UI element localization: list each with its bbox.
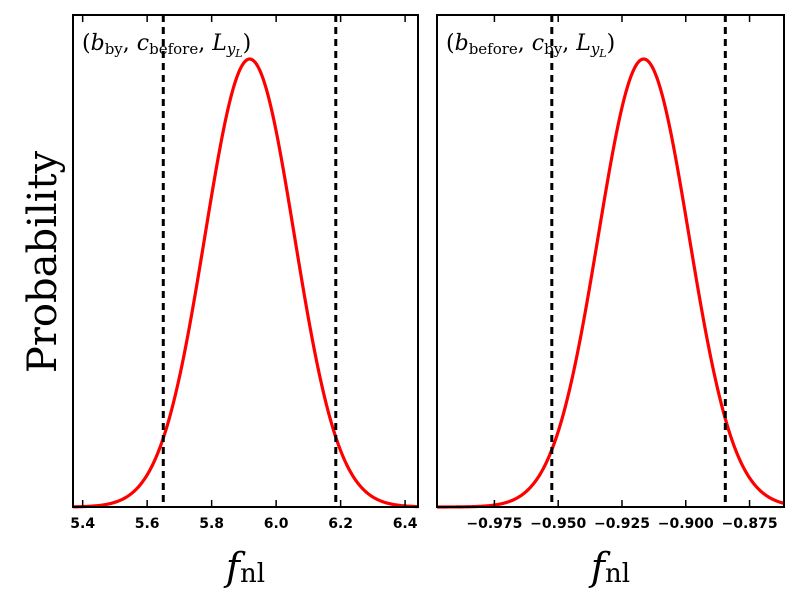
x-tick-label: 5.6	[135, 516, 160, 532]
x-axis-label: fnl	[588, 545, 630, 589]
x-tick-label: 5.4	[70, 516, 95, 532]
x-axis-label: fnl	[223, 545, 265, 589]
x-tick-label: 5.8	[199, 516, 224, 532]
y-axis-label: Probability	[20, 150, 66, 373]
plot-frame	[436, 14, 785, 508]
panel-annotation: (bby, cbefore, LyL)	[82, 31, 251, 60]
x-tick-label: −0.925	[594, 516, 650, 532]
plot-frame	[72, 14, 419, 508]
x-tick-label: 6.4	[393, 516, 418, 532]
posterior-curve	[436, 57, 785, 509]
x-tick-label: 6.0	[264, 516, 289, 532]
panel-annotation: (bbefore, cby, LyL)	[446, 31, 615, 60]
x-tick-label: −0.950	[530, 516, 586, 532]
x-tick-label: −0.975	[466, 516, 522, 532]
right-panel: −0.975 −0.950 −0.925 −0.900 −0.875 fnl (bbefor…	[436, 14, 785, 589]
posterior-curve	[72, 57, 419, 509]
x-tick-label: −0.875	[722, 516, 778, 532]
x-tick-label: 6.2	[328, 516, 353, 532]
x-tick-label: −0.900	[658, 516, 714, 532]
left-panel: 5.4 5.6 5.8 6.0 6.2 6.4 fnl (bby, cbefore, LyL)	[70, 14, 419, 589]
